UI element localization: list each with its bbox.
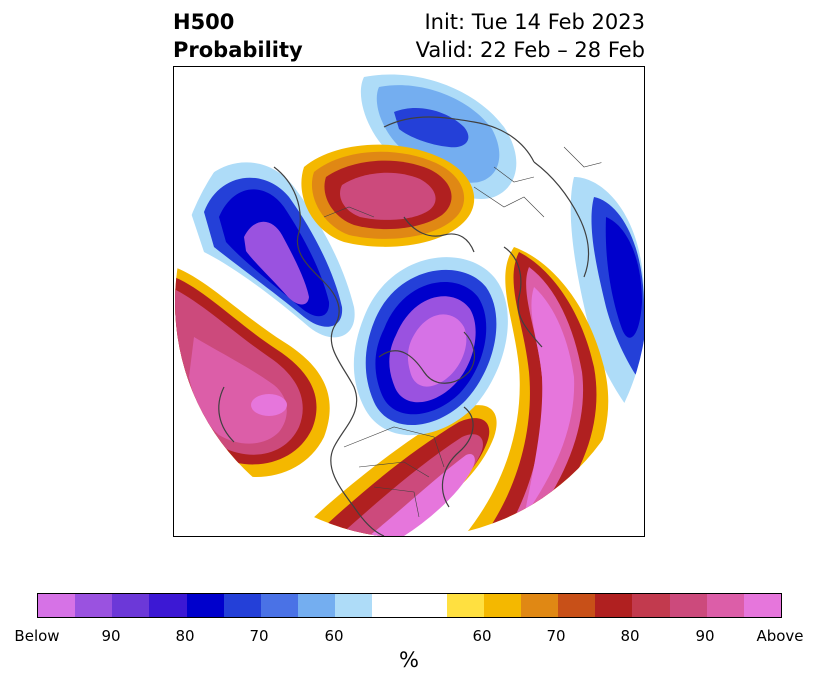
- colorbar-segment: [75, 594, 113, 617]
- colorbar: [37, 593, 782, 618]
- colorbar-segment: [558, 594, 596, 617]
- ridge-west-peak: [251, 394, 287, 416]
- trough-central-core: [407, 314, 467, 387]
- coastlines: [218, 116, 590, 536]
- colorbar-tick-label: 90: [101, 627, 121, 645]
- warm-band-east-core: [524, 287, 575, 517]
- colorbar-segment: [372, 594, 447, 617]
- colorbar-tick-label: 80: [175, 627, 195, 645]
- ridge-central-core: [340, 172, 436, 220]
- ridge-west-core: [189, 337, 287, 444]
- title-right: Init: Tue 14 Feb 2023 Valid: 22 Feb – 28…: [416, 8, 645, 64]
- colorbar-tick-label: 90: [695, 627, 715, 645]
- ridge-northeast-inner: [554, 67, 644, 112]
- colorbar-segment: [38, 594, 76, 617]
- colorbar-segment: [260, 594, 299, 617]
- ridge-southeast-red: [314, 418, 490, 536]
- colorbar-tick-label: Below: [14, 627, 60, 645]
- colorbar-segment: [706, 594, 744, 617]
- colorbar-segment: [446, 594, 484, 617]
- borders: [323, 146, 625, 518]
- colorbar-segment: [298, 594, 336, 617]
- colorbar-segment: [335, 594, 373, 617]
- colorbar-tick-label: 60: [472, 627, 492, 645]
- colorbar-segment: [669, 594, 707, 617]
- colorbar-tick-label: 70: [546, 627, 566, 645]
- colorbar-unit-label: %: [399, 648, 419, 672]
- title-type: Probability: [173, 38, 303, 62]
- colorbar-tick-label: 80: [620, 627, 640, 645]
- probability-map: [173, 66, 645, 537]
- warm-band-east-red: [484, 252, 597, 536]
- colorbar-segment: [632, 594, 670, 617]
- colorbar-tick-label: Above: [756, 627, 804, 645]
- colorbar-segment: [149, 594, 187, 617]
- colorbar-tick-label: 70: [249, 627, 269, 645]
- trough-west-center: [244, 221, 309, 305]
- valid-range: Valid: 22 Feb – 28 Feb: [415, 38, 645, 62]
- colorbar-segment: [112, 594, 150, 617]
- colorbar-segment: [521, 594, 559, 617]
- map-svg: [175, 67, 644, 536]
- colorbar-segment: [186, 594, 224, 617]
- trough-east-core: [605, 217, 642, 338]
- colorbar-segment: [223, 594, 261, 617]
- init-date: Init: Tue 14 Feb 2023: [424, 10, 645, 34]
- title-variable: H500: [173, 10, 235, 34]
- title-left: H500 Probability: [173, 8, 303, 64]
- colorbar-segment: [743, 594, 782, 617]
- colorbar-segment: [483, 594, 522, 617]
- ridge-southeast-pink: [339, 434, 483, 536]
- colorbar-tick-label: 60: [324, 627, 344, 645]
- ridge-southeast-core: [369, 453, 475, 536]
- colorbar-segment: [595, 594, 633, 617]
